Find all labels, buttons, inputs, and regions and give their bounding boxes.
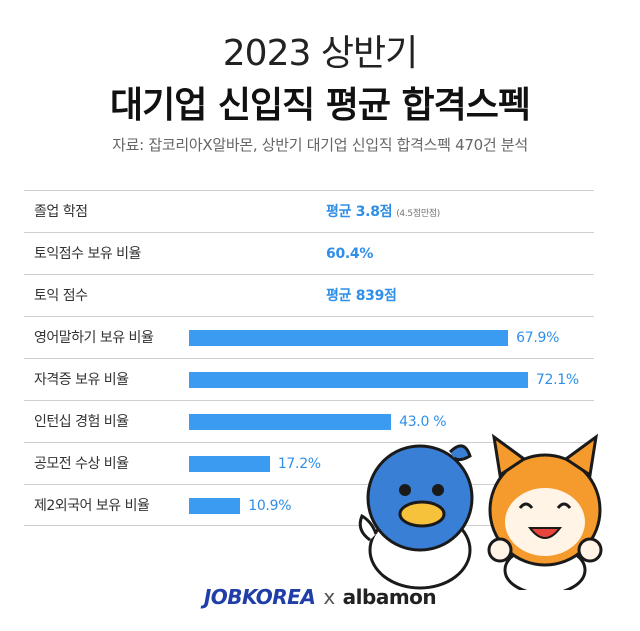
orange-cat-mascot-icon [487,433,603,590]
bar-value-label: 43.0 % [399,414,447,430]
title-line-1: 2023 상반기 [222,33,418,74]
mascot-illustration [358,433,603,590]
bar-category-label: 자격증 보유 비율 [34,372,129,388]
title-line-2: 대기업 신입직 평균 합격스펙 [109,85,531,126]
bar [189,330,509,346]
table-row-toeic-ratio: 토익점수 보유 비율 60.4% [24,232,594,274]
jobkorea-logo: JOBKOREA [203,585,316,609]
row-label: 토익 점수 [34,288,88,304]
albamon-logo: albamon [342,585,437,609]
logo-separator: x [323,585,335,609]
table-row-bar: 공모전 수상 비율 17.2% [24,442,594,484]
row-value: 60.4% [326,246,374,262]
bar [189,498,241,514]
row-value: 평균 3.8점 (4.5점만점) [326,204,440,220]
table-row-gpa: 졸업 학점 평균 3.8점 (4.5점만점) [24,190,594,232]
bar [189,456,270,472]
bar-category-label: 제2외국어 보유 비율 [34,498,150,514]
footer-logos: JOBKOREA x albamon [0,585,640,609]
bar [189,414,392,430]
bar-value-label: 10.9% [248,498,292,514]
spec-table: 졸업 학점 평균 3.8점 (4.5점만점) 토익점수 보유 비율 60.4% 토… [24,190,594,526]
bar-category-label: 인턴십 경험 비율 [34,414,129,430]
bar-category-label: 공모전 수상 비율 [34,456,129,472]
row-note: (4.5점만점) [396,209,440,219]
table-row-bar: 제2외국어 보유 비율 10.9% [24,484,594,526]
bar-value-label: 17.2% [277,456,321,472]
bar [189,372,528,388]
bar-value-label: 72.1% [535,372,579,388]
row-label: 토익점수 보유 비율 [34,246,141,262]
bar-value-label: 67.9% [516,330,560,346]
bar-category-label: 영어말하기 보유 비율 [34,330,154,346]
table-row-bar: 자격증 보유 비율 72.1% [24,358,594,400]
table-row-bar: 영어말하기 보유 비율 67.9% [24,316,594,358]
source-note: 자료: 잡코리아X알바몬, 상반기 대기업 신입직 합격스펙 470건 분석 [112,136,528,154]
bar-rows: 영어말하기 보유 비율 67.9% 자격증 보유 비율 72.1% 인턴십 경험 비율 4… [24,316,594,526]
table-row-bar: 인턴십 경험 비율 43.0 % [24,400,594,442]
blue-bird-mascot-icon [358,444,474,590]
row-value: 평균 839점 [326,288,397,304]
row-label: 졸업 학점 [34,204,88,220]
table-row-toeic-score: 토익 점수 평균 839점 [24,274,594,316]
